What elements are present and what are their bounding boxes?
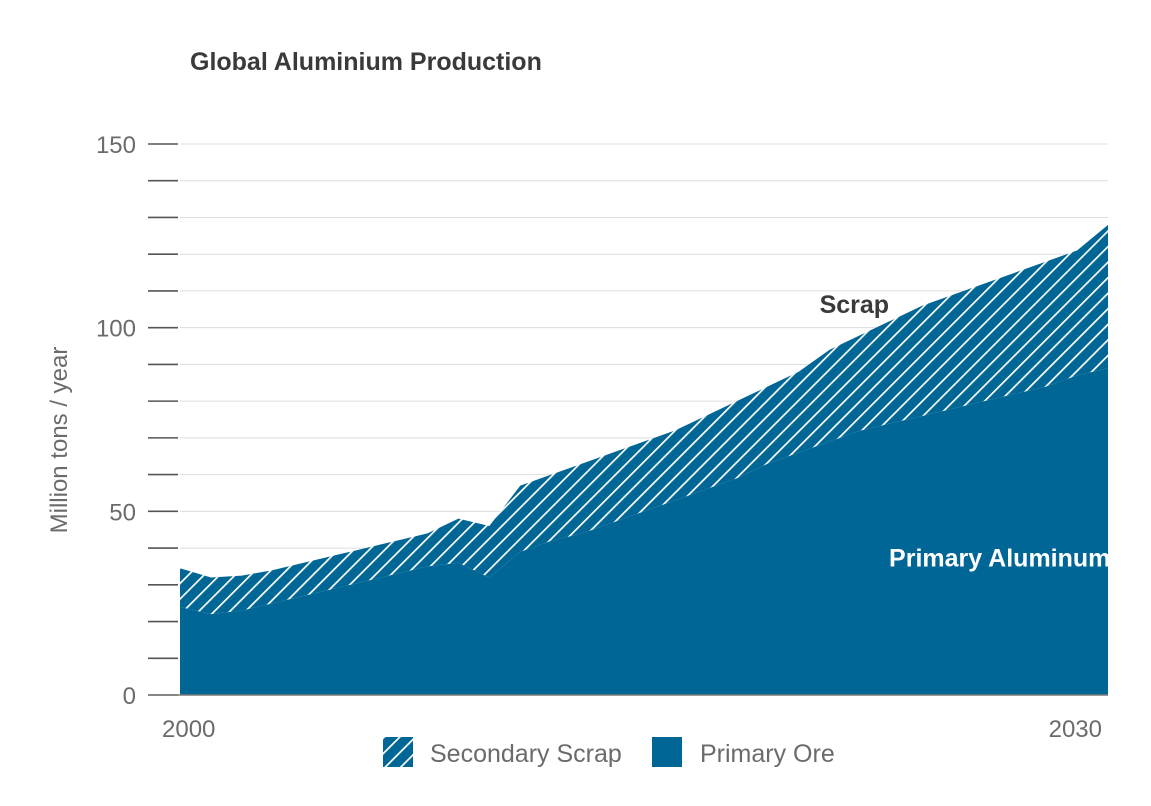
x-tick-label: 2000 [162, 716, 215, 743]
area-primary-ore [180, 368, 1108, 695]
plot-areas [180, 224, 1108, 695]
y-tick-label: 50 [109, 499, 136, 526]
legend-label: Primary Ore [700, 740, 835, 768]
y-tick-label: 100 [96, 316, 136, 343]
x-tick-labels: 2000 2030 [162, 716, 1102, 743]
y-tick-label: 150 [96, 132, 136, 159]
annotations: Scrap Primary Aluminum [820, 291, 1111, 572]
legend-label: Secondary Scrap [430, 740, 622, 768]
y-tick-label: 0 [123, 683, 136, 710]
y-tick-labels: 0 50 100 150 [96, 132, 136, 710]
legend: Secondary Scrap Primary Ore [383, 737, 835, 768]
legend-swatch [652, 737, 682, 767]
x-tick-label: 2030 [1049, 716, 1102, 743]
legend-swatch [383, 737, 413, 767]
chart-title: Global Aluminium Production [190, 48, 542, 76]
axis-ticks [148, 143, 178, 696]
area-secondary-scrap [180, 224, 1108, 615]
annotation-label: Primary Aluminum [889, 544, 1110, 572]
y-axis-title: Million tons / year [46, 347, 73, 534]
annotation-label: Scrap [820, 291, 889, 319]
